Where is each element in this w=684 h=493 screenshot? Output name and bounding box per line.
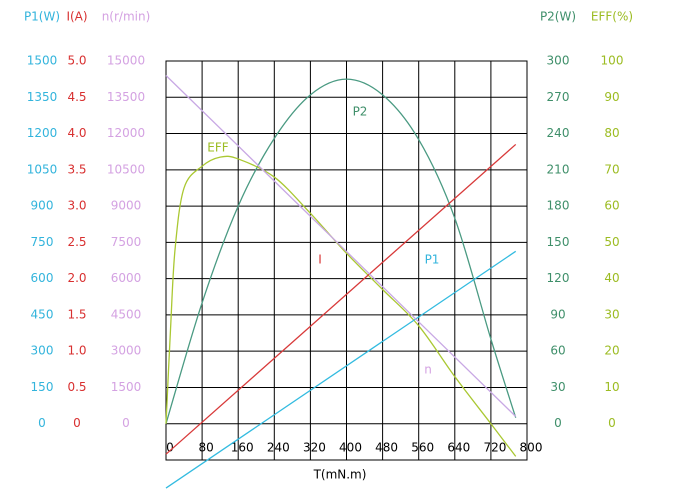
y-axis-label: P2(W) <box>540 10 576 24</box>
x-axis-label: T(mN.m) <box>313 468 367 482</box>
y-tick-label: 180 <box>547 199 570 213</box>
y-tick-label: 15000 <box>107 54 145 68</box>
x-tick-label: 320 <box>303 441 326 455</box>
y-tick-label: 3.5 <box>67 162 86 176</box>
y-tick-label: 60 <box>604 199 619 213</box>
y-tick-label: 7500 <box>111 235 142 249</box>
y-tick-label: 4.0 <box>67 126 86 140</box>
y-tick-label: 30 <box>604 307 619 321</box>
y-axis-label: n(r/min) <box>102 10 151 24</box>
y-tick-label: 13500 <box>107 90 145 104</box>
y-tick-label: 120 <box>547 271 570 285</box>
y-tick-label: 4500 <box>111 307 142 321</box>
x-tick-label: 720 <box>483 441 506 455</box>
y-tick-label: 150 <box>31 380 54 394</box>
y-tick-label: 0 <box>73 416 81 430</box>
y-tick-label: 100 <box>601 54 624 68</box>
y-axis-label: EFF(%) <box>591 10 633 24</box>
y-tick-label: 0 <box>608 416 616 430</box>
y-tick-label: 3000 <box>111 344 142 358</box>
y-tick-label: 0 <box>554 416 562 430</box>
y-axis-label: P1(W) <box>24 10 60 24</box>
y-tick-label: 12000 <box>107 126 145 140</box>
y-tick-label: 300 <box>31 344 54 358</box>
y-tick-label: 3.0 <box>67 199 86 213</box>
y-tick-label: 30 <box>550 380 565 394</box>
y-tick-label: 1200 <box>27 126 58 140</box>
y-tick-label: 1500 <box>111 380 142 394</box>
x-tick-label: 800 <box>520 441 543 455</box>
curve-label: P1 <box>425 253 440 267</box>
y-tick-label: 270 <box>547 90 570 104</box>
y-tick-label: 240 <box>547 126 570 140</box>
x-tick-label: 80 <box>198 441 213 455</box>
y-tick-label: 80 <box>604 126 619 140</box>
series-line <box>165 155 517 457</box>
y-tick-label: 1500 <box>27 54 58 68</box>
curve-label: n <box>424 363 432 377</box>
x-tick-label: 160 <box>231 441 254 455</box>
curve-label: EFF <box>207 141 228 155</box>
y-tick-label: 150 <box>547 235 570 249</box>
series-line <box>165 75 517 417</box>
y-tick-label: 0 <box>38 416 46 430</box>
y-tick-label: 210 <box>547 162 570 176</box>
curve-label: I <box>318 253 322 267</box>
y-tick-label: 4.5 <box>67 90 86 104</box>
y-tick-label: 1350 <box>27 90 58 104</box>
y-tick-label: 1050 <box>27 162 58 176</box>
y-tick-label: 450 <box>31 307 54 321</box>
y-tick-label: 9000 <box>111 199 142 213</box>
y-tick-label: 20 <box>604 344 619 358</box>
y-tick-label: 6000 <box>111 271 142 285</box>
series-line <box>165 143 517 455</box>
x-tick-label: 640 <box>447 441 470 455</box>
curve-label: P2 <box>353 105 368 119</box>
x-tick-label: 240 <box>267 441 290 455</box>
series-line <box>165 78 517 424</box>
y-tick-label: 50 <box>604 235 619 249</box>
y-tick-label: 0 <box>122 416 130 430</box>
y-tick-label: 90 <box>604 90 619 104</box>
y-tick-label: 60 <box>550 344 565 358</box>
y-axis-label: I(A) <box>66 10 87 24</box>
y-tick-label: 0.5 <box>67 380 86 394</box>
y-tick-label: 300 <box>547 54 570 68</box>
y-tick-label: 1.5 <box>67 307 86 321</box>
y-tick-label: 40 <box>604 271 619 285</box>
y-tick-label: 90 <box>550 307 565 321</box>
x-tick-label: 480 <box>375 441 398 455</box>
x-tick-label: 0 <box>166 441 174 455</box>
y-tick-label: 5.0 <box>67 54 86 68</box>
series-line <box>165 250 517 489</box>
y-tick-label: 900 <box>31 199 54 213</box>
y-tick-label: 2.5 <box>67 235 86 249</box>
y-tick-label: 10500 <box>107 162 145 176</box>
x-tick-label: 400 <box>339 441 362 455</box>
x-tick-label: 560 <box>411 441 434 455</box>
y-tick-label: 1.0 <box>67 344 86 358</box>
y-tick-label: 70 <box>604 162 619 176</box>
y-tick-label: 750 <box>31 235 54 249</box>
y-tick-label: 2.0 <box>67 271 86 285</box>
y-tick-label: 600 <box>31 271 54 285</box>
y-tick-label: 10 <box>604 380 619 394</box>
